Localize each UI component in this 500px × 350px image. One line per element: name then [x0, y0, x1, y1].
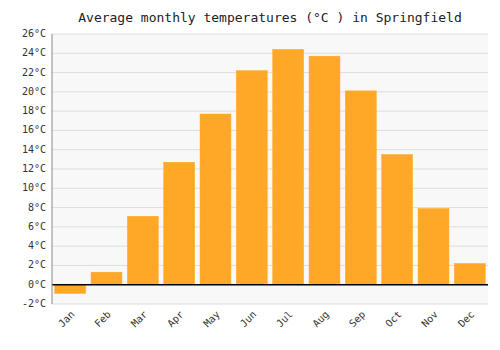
bar	[345, 91, 376, 285]
grid-line	[52, 91, 488, 92]
grid-line	[52, 130, 488, 131]
bar	[418, 209, 449, 285]
x-tick-label: Nov	[419, 309, 440, 330]
y-tick-label: 4°C	[28, 240, 46, 251]
y-axis-line	[52, 34, 53, 304]
bar	[309, 56, 340, 285]
grid-line	[52, 284, 488, 285]
bar	[164, 162, 195, 284]
bar	[200, 114, 231, 285]
bar	[454, 264, 485, 285]
bar	[236, 71, 267, 285]
grid-line	[52, 149, 488, 150]
grid-line	[52, 53, 488, 54]
y-tick-label: 2°C	[28, 259, 46, 270]
x-tick-label: Dec	[456, 309, 477, 330]
y-tick-label: 0°C	[28, 279, 46, 290]
y-tick-label: 14°C	[22, 144, 46, 155]
chart-svg: -2°C 0°C 2°C 4°C 6°C 8°C 10°C 12°C 14°C 16°C 18°C 2…	[0, 0, 500, 350]
x-tick-label: Aug	[310, 309, 331, 330]
baseline	[52, 284, 488, 286]
bars	[55, 49, 486, 293]
y-tick-label: 22°C	[22, 67, 46, 78]
x-tick-label: May	[201, 309, 222, 330]
bar	[382, 155, 413, 285]
grid-line	[52, 304, 488, 305]
bar	[55, 285, 86, 294]
y-tick-label: 16°C	[22, 124, 46, 135]
x-tick-label: Mar	[129, 309, 150, 330]
x-tick-label: Jul	[274, 309, 295, 330]
x-tick-label: Apr	[165, 309, 186, 330]
y-tick-label: 8°C	[28, 202, 46, 213]
y-tick-label: 10°C	[22, 182, 46, 193]
bar	[273, 49, 304, 284]
grid-line	[52, 188, 488, 189]
grid-line	[52, 169, 488, 170]
x-tick-label: Jun	[238, 309, 259, 330]
y-tick-label: 12°C	[22, 163, 46, 174]
x-tick-label: Oct	[383, 309, 404, 330]
x-tick-label: Feb	[92, 309, 113, 330]
y-tick-label: 6°C	[28, 221, 46, 232]
bar	[91, 272, 122, 285]
plot-background	[52, 34, 488, 304]
x-tick-labels: Jan Feb Mar Apr May Jun Jul Aug Sep Oct Nov Dec	[56, 309, 476, 330]
y-tick-label: 24°C	[22, 47, 46, 58]
x-tick-label: Sep	[347, 309, 368, 330]
y-tick-labels: -2°C 0°C 2°C 4°C 6°C 8°C 10°C 12°C 14°C 16°C 18°C 2…	[22, 28, 46, 309]
y-tick-label: -2°C	[22, 298, 46, 309]
grid-line	[52, 34, 488, 35]
y-grid	[52, 34, 488, 304]
grid-line	[52, 111, 488, 112]
y-tick-label: 18°C	[22, 105, 46, 116]
grid-line	[52, 207, 488, 208]
x-tick-label: Jan	[56, 309, 77, 330]
y-tick-label: 20°C	[22, 86, 46, 97]
chart-title: Average monthly temperatures (°C ) in Sp…	[78, 10, 462, 25]
grid-line	[52, 72, 488, 73]
chart-container: -2°C 0°C 2°C 4°C 6°C 8°C 10°C 12°C 14°C 16°C 18°C 2…	[0, 0, 500, 350]
y-tick-label: 26°C	[22, 28, 46, 39]
bar	[127, 216, 158, 284]
